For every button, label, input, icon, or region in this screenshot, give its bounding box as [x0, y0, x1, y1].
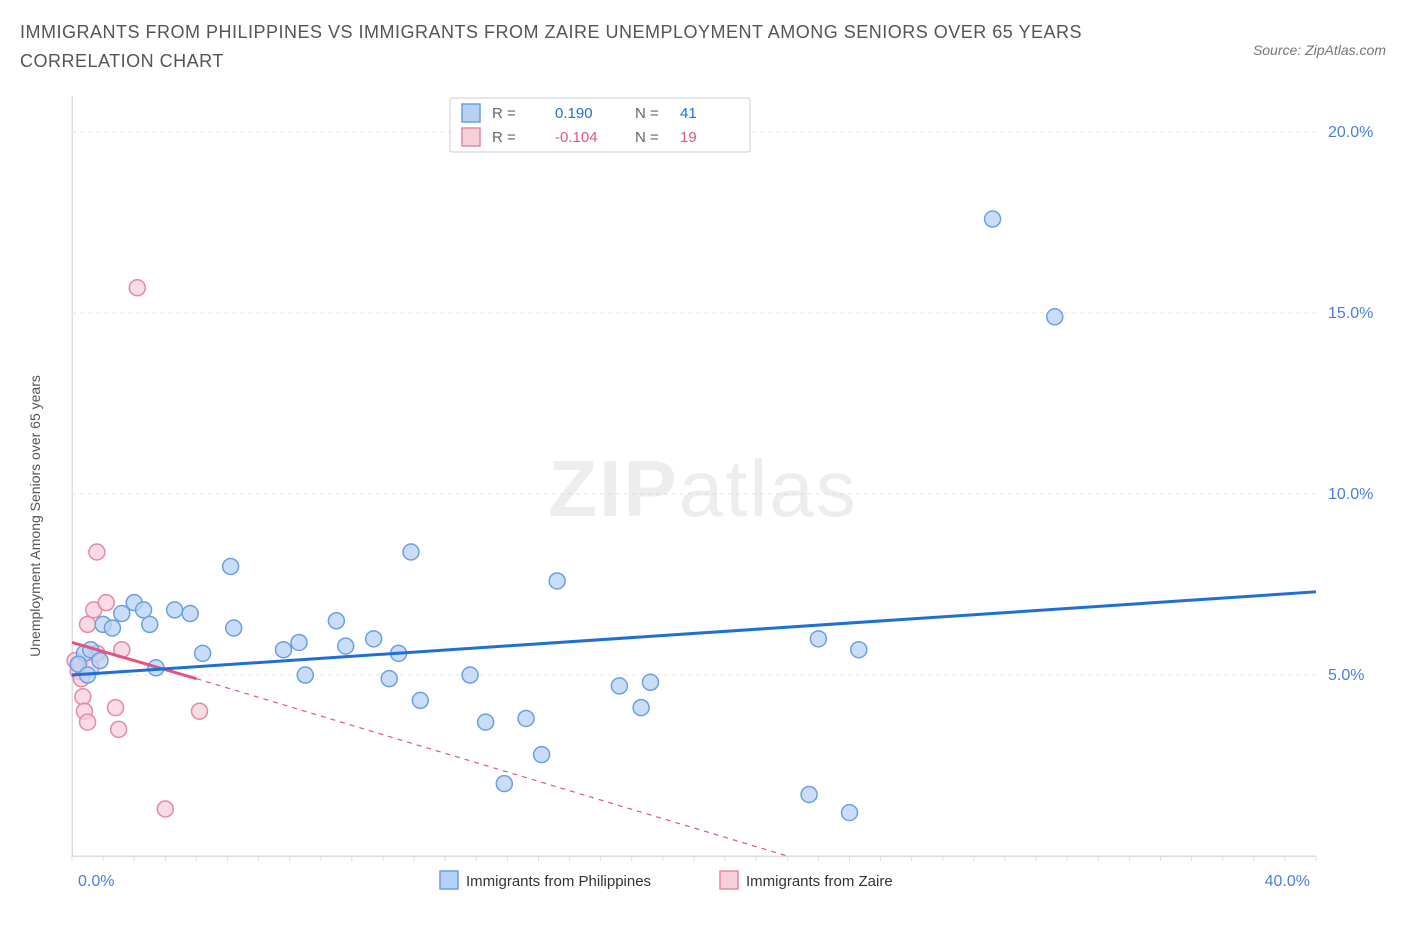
- data-point: [157, 801, 173, 817]
- data-point: [338, 638, 354, 654]
- data-point: [80, 714, 96, 730]
- data-point: [111, 721, 127, 737]
- stats-n-label: N =: [635, 129, 659, 146]
- data-point: [142, 616, 158, 632]
- data-point: [182, 605, 198, 621]
- data-point: [478, 714, 494, 730]
- data-point: [801, 786, 817, 802]
- data-point: [75, 688, 91, 704]
- data-point: [810, 630, 826, 646]
- data-point: [223, 558, 239, 574]
- data-point: [104, 620, 120, 636]
- legend-swatch: [440, 871, 458, 889]
- stats-r-value: -0.104: [555, 129, 598, 146]
- data-point: [108, 699, 124, 715]
- data-point: [192, 703, 208, 719]
- data-point: [851, 641, 867, 657]
- data-point: [275, 641, 291, 657]
- data-point: [1047, 308, 1063, 324]
- data-point: [195, 645, 211, 661]
- source-label: Source: ZipAtlas.com: [1253, 18, 1386, 58]
- data-point: [985, 211, 1001, 227]
- chart-container: 5.0% 10.0% 15.0% 20.0% 0.0% 40.0% R = 0.190 N = 4…: [20, 86, 1386, 906]
- data-point: [642, 674, 658, 690]
- legend-swatch: [720, 871, 738, 889]
- data-point: [842, 804, 858, 820]
- y-tick-label: 5.0%: [1328, 667, 1364, 684]
- legend-swatch: [462, 128, 480, 146]
- data-point: [366, 630, 382, 646]
- data-point: [136, 601, 152, 617]
- stats-r-label: R =: [492, 105, 516, 122]
- data-point: [633, 699, 649, 715]
- data-point: [89, 544, 105, 560]
- stats-n-value: 19: [680, 129, 697, 146]
- data-point: [403, 544, 419, 560]
- data-point: [291, 634, 307, 650]
- data-point: [534, 746, 550, 762]
- stats-r-label: R =: [492, 129, 516, 146]
- data-point: [98, 594, 114, 610]
- legend-label: Immigrants from Zaire: [746, 873, 893, 890]
- stats-n-label: N =: [635, 105, 659, 122]
- watermark: ZIPatlas: [548, 444, 857, 533]
- data-point: [80, 616, 96, 632]
- y-tick-label: 15.0%: [1328, 305, 1373, 322]
- y-axis-label: Unemployment Among Seniors over 65 years: [27, 375, 43, 657]
- data-point: [92, 652, 108, 668]
- data-point: [611, 677, 627, 693]
- data-point: [167, 601, 183, 617]
- data-point: [518, 710, 534, 726]
- y-tick-label: 20.0%: [1328, 124, 1373, 141]
- trend-line: [72, 591, 1316, 674]
- data-point: [549, 573, 565, 589]
- scatter-chart: 5.0% 10.0% 15.0% 20.0% 0.0% 40.0% R = 0.190 N = 4…: [20, 86, 1386, 906]
- legend-label: Immigrants from Philippines: [466, 873, 651, 890]
- data-point: [381, 670, 397, 686]
- y-tick-label: 10.0%: [1328, 486, 1373, 503]
- chart-title: IMMIGRANTS FROM PHILIPPINES VS IMMIGRANT…: [20, 18, 1170, 76]
- data-point: [328, 612, 344, 628]
- x-tick-label: 40.0%: [1265, 873, 1310, 890]
- trend-line-extrapolated: [196, 678, 787, 855]
- stats-n-value: 41: [680, 105, 697, 122]
- data-point: [462, 667, 478, 683]
- data-point: [129, 279, 145, 295]
- x-tick-label: 0.0%: [78, 873, 114, 890]
- stats-r-value: 0.190: [555, 105, 593, 122]
- data-point: [412, 692, 428, 708]
- data-point: [496, 775, 512, 791]
- legend-swatch: [462, 104, 480, 122]
- data-point: [297, 667, 313, 683]
- data-point: [226, 620, 242, 636]
